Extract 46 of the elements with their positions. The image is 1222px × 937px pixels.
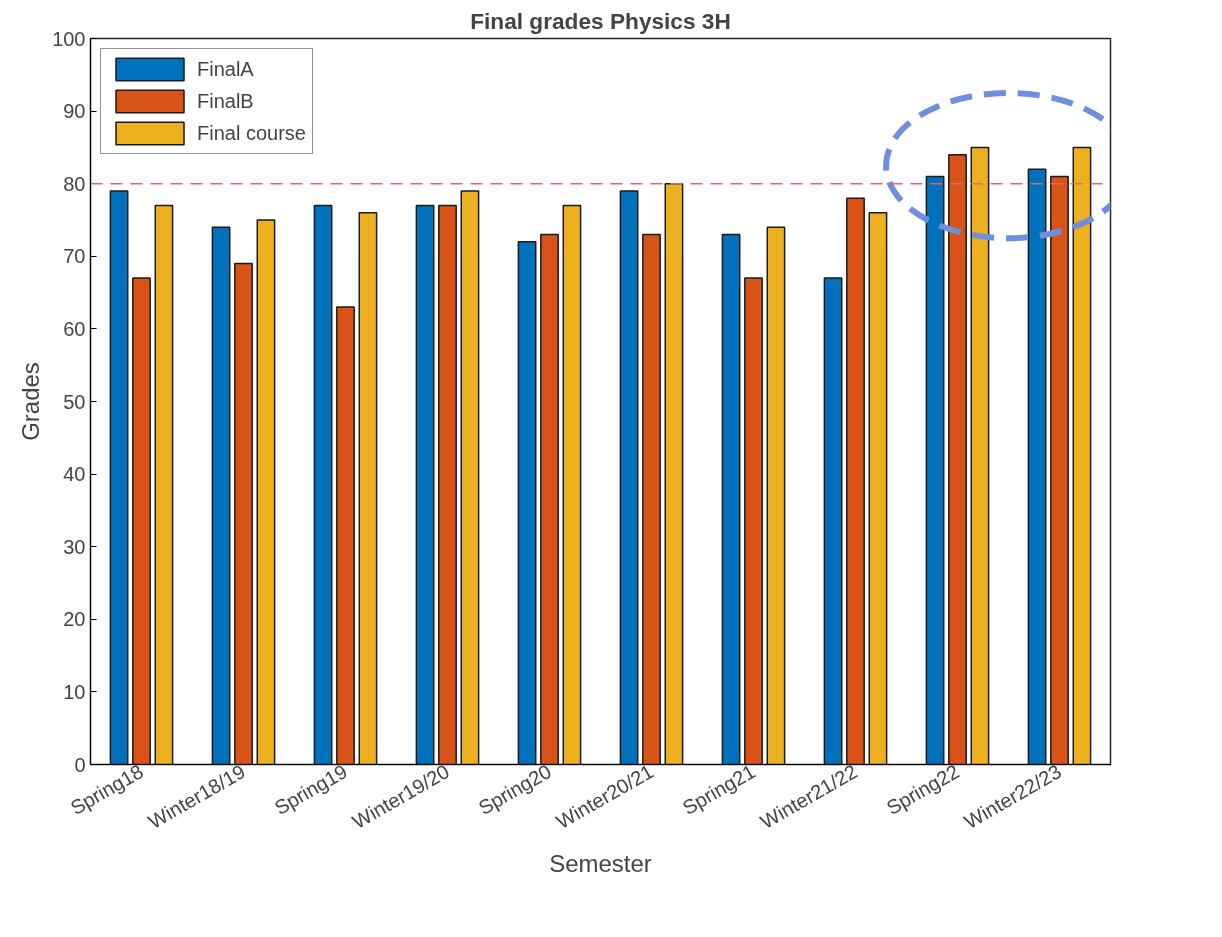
bar (540, 233, 559, 765)
x-axis-title: Semester (549, 850, 652, 878)
y-tick-label: 80 (63, 172, 86, 195)
legend-label: FinalA (197, 57, 254, 81)
bar (132, 277, 151, 765)
bar (868, 211, 888, 765)
y-axis-title: Grades (17, 362, 45, 441)
bar (336, 306, 355, 765)
bar (1072, 146, 1092, 765)
y-tick-label: 30 (63, 535, 86, 558)
bar (744, 277, 763, 765)
bar (154, 204, 174, 765)
bar (234, 262, 253, 765)
legend-label: Final course (197, 121, 306, 145)
bar (970, 146, 990, 765)
chart-title: Final grades Physics 3H (470, 7, 731, 34)
bar (313, 204, 333, 765)
bar (438, 204, 457, 765)
y-tick-label: 70 (63, 245, 86, 268)
bar (925, 175, 945, 765)
bar (517, 241, 537, 765)
y-tick-label: 100 (52, 27, 86, 50)
bar (766, 226, 786, 765)
bar (721, 233, 741, 765)
y-tick-label: 20 (63, 608, 86, 631)
y-tick-label: 50 (63, 390, 86, 413)
bar (664, 182, 684, 765)
y-tick-label: 90 (63, 100, 86, 123)
bar (1027, 168, 1047, 765)
legend-label: FinalB (197, 89, 254, 113)
bar (619, 190, 639, 765)
bar (109, 190, 129, 765)
bar (256, 219, 276, 765)
bar (1050, 175, 1069, 765)
y-tick-label: 60 (63, 317, 86, 340)
bar (415, 204, 435, 765)
bar (846, 197, 865, 765)
bar (562, 204, 582, 765)
y-tick-label: 10 (63, 680, 86, 703)
bar (460, 190, 480, 765)
bar (211, 226, 231, 765)
bar (358, 211, 378, 765)
bar (948, 153, 967, 765)
bar (642, 233, 661, 765)
bar (823, 277, 843, 765)
y-tick-label: 40 (63, 463, 86, 486)
